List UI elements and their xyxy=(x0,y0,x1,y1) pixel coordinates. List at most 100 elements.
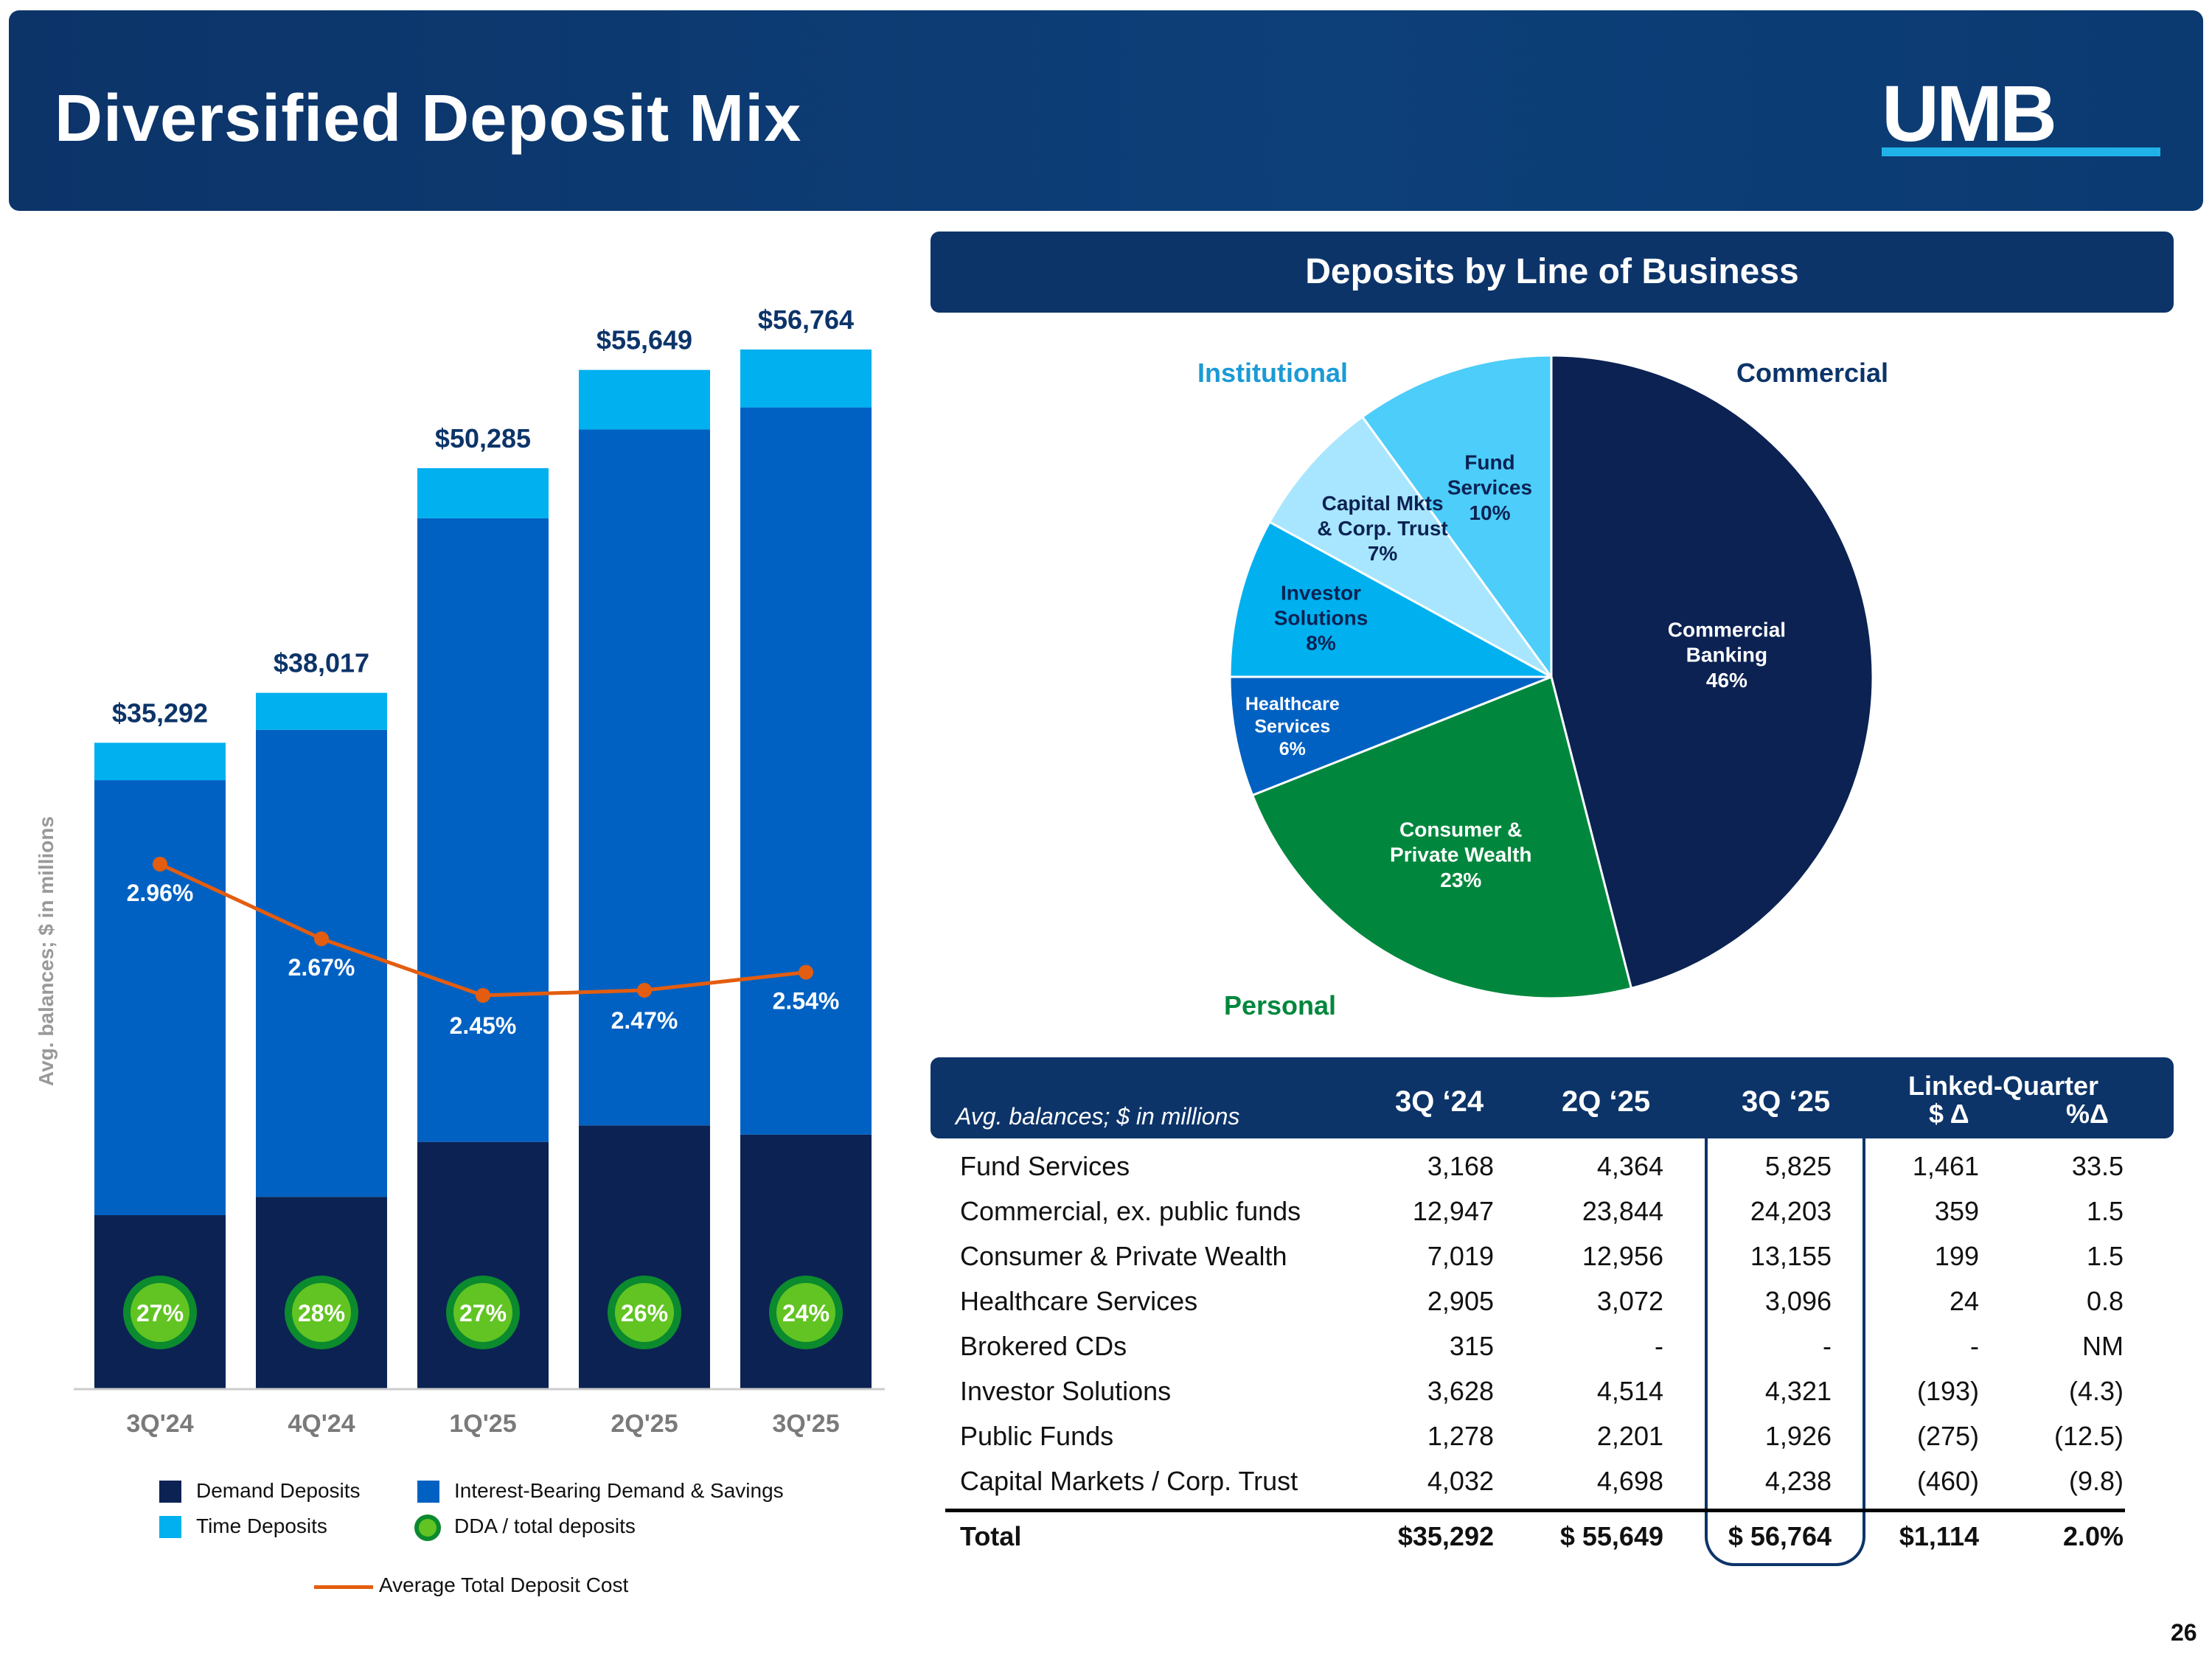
row-value: 0.8 xyxy=(2086,1286,2124,1316)
legend-swatch-dda xyxy=(414,1514,441,1541)
pie-label-capital-mkts-0: Capital Mkts xyxy=(1322,492,1444,515)
col-header-2q25: 2Q ‘25 xyxy=(1562,1085,1651,1118)
dda-label-4q-24: 28% xyxy=(298,1300,345,1326)
row-value: 3,168 xyxy=(1427,1151,1494,1181)
cost-point-2q-25 xyxy=(637,983,652,998)
bar-time-deposits-2q-25 xyxy=(579,369,710,430)
group-personal: Personal xyxy=(1224,990,1336,1020)
row-value: (275) xyxy=(1916,1421,1979,1451)
row-label: Public Funds xyxy=(960,1421,1114,1451)
bar-interest-bearing-demand-savings-2q-25 xyxy=(579,429,710,1126)
table-row: Brokered CDs 315 - - - NM xyxy=(931,1324,2174,1368)
row-value: 12,947 xyxy=(1412,1196,1494,1226)
row-value: $ 55,649 xyxy=(1559,1521,1663,1551)
row-label: Fund Services xyxy=(960,1151,1130,1181)
pie-label-fund-1: Services xyxy=(1447,476,1532,499)
row-label: Capital Markets / Corp. Trust xyxy=(960,1466,1298,1496)
row-value: - xyxy=(1655,1331,1663,1361)
pie-label-fund-0: Fund xyxy=(1464,451,1514,474)
bar-demand-deposits-1q-25 xyxy=(417,1141,549,1389)
row-value: 1,461 xyxy=(1912,1151,1979,1181)
row-value: 24 xyxy=(1949,1286,1979,1316)
cost-point-4q-24 xyxy=(314,931,329,947)
cost-label-4q-24: 2.67% xyxy=(288,954,355,981)
col-header-3q25: 3Q ‘25 xyxy=(1742,1085,1831,1118)
legend-dda: DDA / total deposits xyxy=(454,1514,636,1537)
table-row: Investor Solutions 3,628 4,514 4,321 (193) (4… xyxy=(931,1369,2174,1413)
row-value: 7,019 xyxy=(1427,1241,1494,1271)
bar-time-deposits-4q-24 xyxy=(256,692,387,730)
pie-label-fund-2: 10% xyxy=(1469,501,1510,524)
total-label-3q-24: $35,292 xyxy=(112,698,208,728)
row-value: 4,364 xyxy=(1596,1151,1663,1181)
row-value: 4,698 xyxy=(1596,1466,1663,1496)
row-value: 4,514 xyxy=(1596,1376,1663,1406)
dda-label-3q-24: 27% xyxy=(136,1300,184,1326)
dda-badge-3q-25 xyxy=(776,1283,835,1342)
page-number: 26 xyxy=(2171,1619,2197,1646)
dda-badge-2q-25 xyxy=(615,1283,674,1342)
bar-time-deposits-1q-25 xyxy=(417,467,549,518)
row-value: 1.5 xyxy=(2086,1241,2124,1271)
bar-interest-bearing-demand-savings-4q-24 xyxy=(256,729,387,1197)
cost-point-1q-25 xyxy=(476,988,490,1003)
pie-label-investor-0: Investor xyxy=(1281,581,1361,604)
pie-label-investor-2: 8% xyxy=(1306,632,1336,655)
row-value: 13,155 xyxy=(1750,1241,1832,1271)
row-value: 33.5 xyxy=(2071,1151,2124,1181)
cost-label-3q-25: 2.54% xyxy=(773,988,840,1015)
row-value: 2,905 xyxy=(1427,1286,1494,1316)
row-value: - xyxy=(1823,1331,1832,1361)
pie-slice-healthcare-services xyxy=(1228,675,1552,797)
group-institutional: Institutional xyxy=(1197,358,1348,388)
legend-swatch-interest xyxy=(417,1481,439,1503)
total-label-2q-25: $55,649 xyxy=(597,325,692,355)
row-value: 1.5 xyxy=(2086,1196,2124,1226)
row-value: 1,926 xyxy=(1764,1421,1832,1451)
dda-label-1q-25: 27% xyxy=(459,1300,507,1326)
pie-label-consumer-1: Private Wealth xyxy=(1390,844,1531,866)
row-value: $35,292 xyxy=(1397,1521,1494,1551)
row-value: (460) xyxy=(1916,1466,1979,1496)
pie-label-investor-1: Solutions xyxy=(1274,607,1368,630)
col-header-linked-quarter: Linked-Quarter xyxy=(1908,1071,2099,1101)
deposit-bar-chart: 3Q'24 4Q'24 1Q'25 2Q'25 3Q'25 $35,292 $38,017… xyxy=(35,305,885,1438)
pie-panel-title: Deposits by Line of Business xyxy=(931,232,2174,313)
pie-label-healthcare-0: Healthcare xyxy=(1245,694,1340,714)
row-value: $ 56,764 xyxy=(1728,1521,1832,1551)
dda-label-3q-25: 24% xyxy=(782,1300,830,1326)
legend-time: Time Deposits xyxy=(196,1514,327,1537)
table-row: Healthcare Services 2,905 3,072 3,096 24 0.8 xyxy=(931,1279,2174,1324)
total-label-4q-24: $38,017 xyxy=(274,648,369,678)
pie-label-capital-mkts-2: 7% xyxy=(1368,542,1398,565)
table-row: Public Funds 1,278 2,201 1,926 (275) (12.5) xyxy=(931,1414,2174,1458)
cost-point-3q-25 xyxy=(799,964,813,980)
table-header: Avg. balances; $ in millions 3Q ‘24 2Q ‘… xyxy=(931,1057,2174,1138)
x-tick-2q-25: 2Q'25 xyxy=(611,1410,678,1438)
x-tick-1q-25: 1Q'25 xyxy=(449,1410,516,1438)
row-value: 5,825 xyxy=(1764,1151,1832,1181)
legend-interest: Interest-Bearing Demand & Savings xyxy=(454,1479,784,1502)
row-value: 3,072 xyxy=(1596,1286,1663,1316)
pie-slice-commercial-banking xyxy=(1550,354,1874,990)
bar-interest-bearing-demand-savings-3q-25 xyxy=(740,407,872,1135)
cost-label-1q-25: 2.45% xyxy=(450,1012,517,1039)
row-value: (9.8) xyxy=(2068,1466,2124,1496)
current-quarter-highlight xyxy=(1705,1138,1865,1566)
row-value: 2,201 xyxy=(1596,1421,1663,1451)
dda-badge-3q-24 xyxy=(131,1283,189,1342)
pie-label-consumer-2: 23% xyxy=(1440,869,1481,891)
row-value: 2.0% xyxy=(2062,1521,2124,1551)
pie-label-capital-mkts-1: & Corp. Trust xyxy=(1317,517,1447,540)
row-value: NM xyxy=(2082,1331,2124,1361)
bar-demand-deposits-3q-25 xyxy=(740,1134,872,1389)
pie-label-commercial-1: Banking xyxy=(1686,644,1767,667)
pie-label-commercial-2: 46% xyxy=(1706,669,1747,692)
y-axis-label: Avg. balances; $ in millions xyxy=(35,816,58,1086)
row-value: 23,844 xyxy=(1582,1196,1663,1226)
table-caption: Avg. balances; $ in millions xyxy=(956,1103,1240,1130)
bar-demand-deposits-2q-25 xyxy=(579,1125,710,1389)
row-value: $1,114 xyxy=(1899,1521,1979,1551)
legend-swatch-cost xyxy=(314,1585,373,1589)
